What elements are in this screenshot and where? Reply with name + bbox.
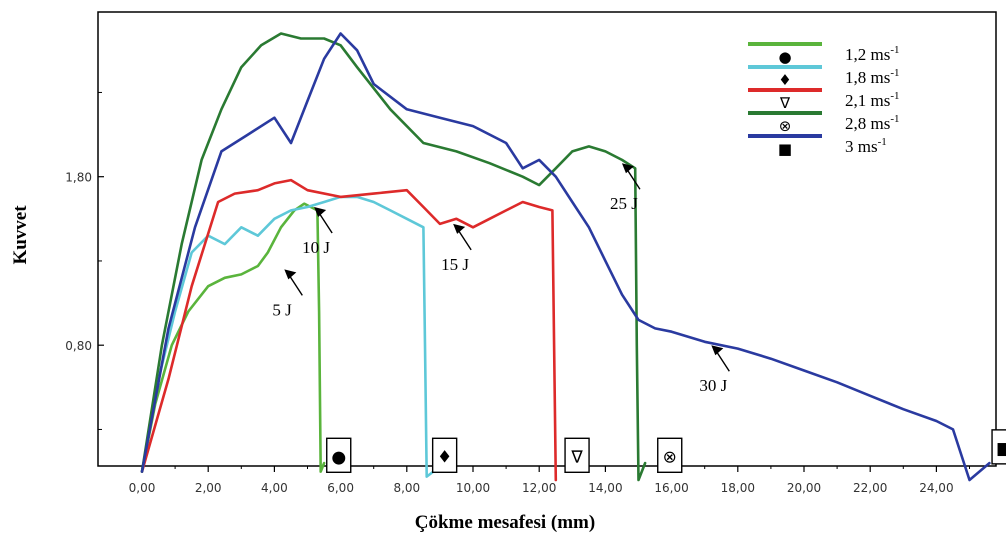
x-tick-label: 24,00 [919,481,953,495]
y-axis-title: Kuvvet [10,205,31,265]
legend-symbol: ♦ [778,71,791,89]
legend: ● 1,2 ms-1 ♦ 1,8 ms-1 ∇ 2,1 ms-1 ⊗ 2,8 ms-1 ■ 3 m… [748,42,900,158]
annotation-label: 30 J [699,376,727,395]
x-tick-label: 4,00 [261,481,288,495]
x-tick-label: 22,00 [853,481,887,495]
annotation-arrowhead [453,223,466,234]
legend-label: 1,2 ms-1 [845,44,900,64]
y-tick-label: 0,80 [65,339,92,353]
x-tick-label: 12,00 [522,481,556,495]
x-tick-label: 18,00 [721,481,755,495]
annotation-label: 25 J [610,194,638,213]
annotation-arrowhead [284,269,297,280]
end-markers: ● ♦ ∇ ⊗ ■ [326,429,1006,473]
series-lines [140,32,991,482]
y-tick-label: 1,80 [65,171,92,185]
series-line [140,178,558,482]
end-marker-symbol: ● [331,447,346,467]
legend-symbol: ■ [778,140,792,158]
end-marker-box [564,437,590,473]
legend-symbol: ⊗ [779,117,792,135]
series-line [140,195,435,478]
end-marker-box [431,437,458,473]
plot-border [97,11,997,467]
annotation-label: 5 J [272,300,292,319]
plot-frame [97,11,997,467]
x-axis-title: Çökme mesafesi (mm) [415,512,595,533]
legend-label: 1,8 ms-1 [845,67,900,87]
x-tick-label: 10,00 [456,481,490,495]
legend-symbol: ∇ [779,94,791,112]
x-tick-label: 14,00 [588,481,622,495]
series-line [140,32,991,482]
x-tick-label: 0,00 [129,481,156,495]
end-marker-box [326,437,352,473]
x-tick-label: 2,00 [195,481,222,495]
annotation-label: 15 J [441,255,469,274]
x-tick-label: 6,00 [327,481,354,495]
legend-label: 2,8 ms-1 [845,113,900,133]
legend-label: 2,1 ms-1 [845,90,900,110]
end-marker-symbol: ♦ [437,447,452,467]
series-line [140,32,647,482]
legend-symbol: ● [778,48,791,66]
annotations: 5 J 10 J 15 J 25 J 30 J [272,163,730,395]
end-marker-symbol: ■ [996,439,1006,459]
x-tick-label: 16,00 [654,481,688,495]
annotation-arrowhead [314,207,327,218]
end-marker-symbol: ∇ [570,447,583,467]
annotation-label: 10 J [302,238,330,257]
legend-label: 3 ms-1 [845,136,887,156]
end-marker-box [991,429,1006,465]
annotation-arrowhead [621,163,634,174]
end-marker-symbol: ⊗ [663,447,677,467]
x-tick-label: 8,00 [393,481,420,495]
annotation-arrowhead [711,345,724,356]
x-tick-label: 20,00 [787,481,821,495]
end-marker-box [657,437,683,473]
